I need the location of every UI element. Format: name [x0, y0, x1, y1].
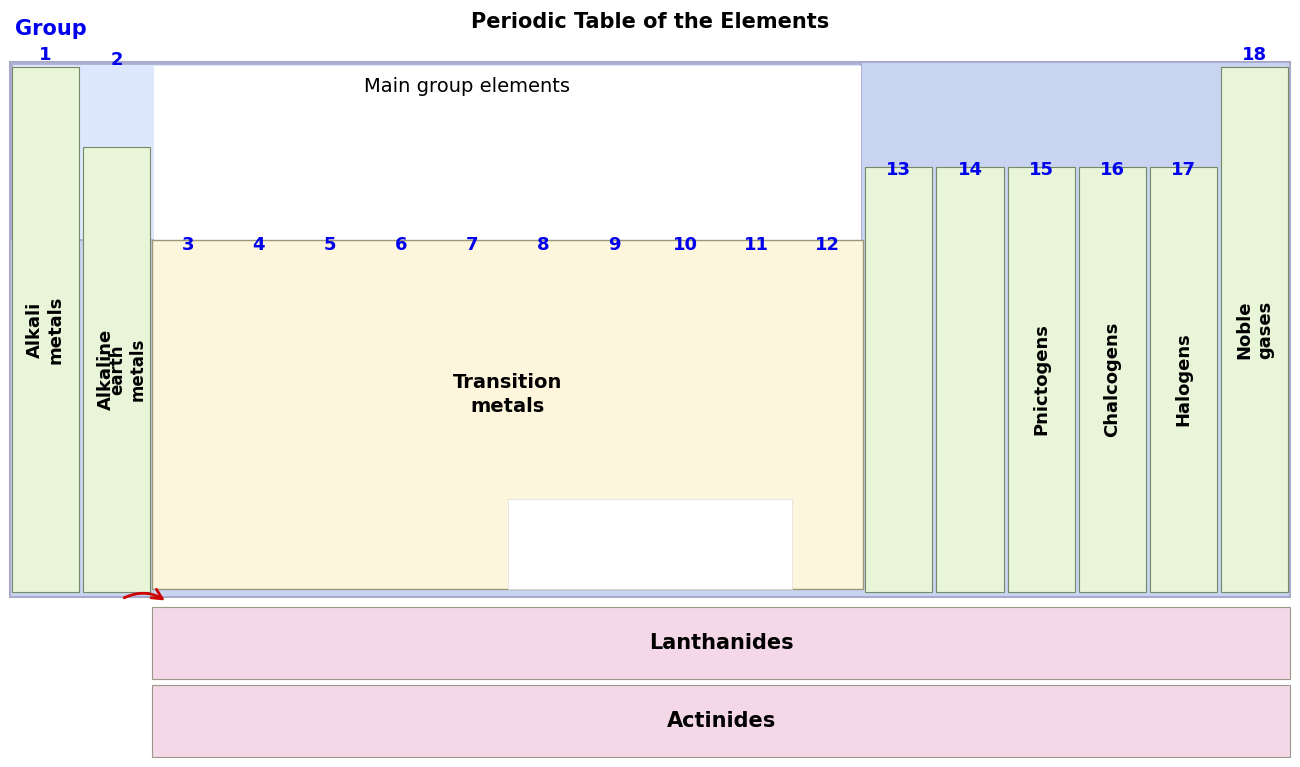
Bar — [1079, 167, 1145, 592]
Bar — [12, 64, 862, 240]
Bar — [12, 67, 79, 592]
Text: 7: 7 — [465, 236, 478, 254]
Text: Periodic Table of the Elements: Periodic Table of the Elements — [471, 12, 829, 32]
Text: 13: 13 — [887, 161, 911, 179]
Text: Lanthanides: Lanthanides — [649, 633, 793, 653]
Text: 6: 6 — [395, 236, 407, 254]
Bar — [1008, 167, 1075, 592]
Text: Noble
gases: Noble gases — [1235, 300, 1274, 359]
Text: Main group elements: Main group elements — [364, 77, 569, 96]
Bar — [1149, 167, 1217, 592]
Text: 11: 11 — [744, 236, 770, 254]
Text: earth
metals: earth metals — [108, 337, 147, 401]
Text: 14: 14 — [958, 161, 983, 179]
Bar — [936, 167, 1004, 592]
Text: Pnictogens: Pnictogens — [1032, 324, 1050, 436]
Bar — [152, 240, 863, 589]
Text: 2: 2 — [111, 51, 124, 69]
Text: 3: 3 — [182, 236, 194, 254]
Text: Alkali
metals: Alkali metals — [26, 295, 65, 364]
Text: 4: 4 — [252, 236, 265, 254]
Text: Chalcogens: Chalcogens — [1104, 322, 1121, 437]
Text: Transition
metals: Transition metals — [454, 373, 563, 416]
Bar — [83, 147, 151, 592]
Text: 5: 5 — [324, 236, 337, 254]
Bar — [152, 607, 1290, 679]
Text: Actinides: Actinides — [667, 711, 776, 731]
Text: 17: 17 — [1171, 161, 1196, 179]
Text: Halogens: Halogens — [1174, 333, 1192, 426]
Bar — [866, 167, 932, 592]
Bar — [155, 66, 862, 240]
Text: 10: 10 — [673, 236, 698, 254]
Text: Alkaline: Alkaline — [98, 329, 114, 410]
Text: 15: 15 — [1028, 161, 1053, 179]
Text: 8: 8 — [537, 236, 550, 254]
Text: Group: Group — [16, 19, 87, 39]
Bar — [10, 62, 1290, 597]
Text: 9: 9 — [608, 236, 620, 254]
Bar — [1221, 67, 1288, 592]
Text: 18: 18 — [1242, 46, 1268, 64]
Bar — [508, 499, 792, 589]
Bar — [152, 685, 1290, 757]
Text: 16: 16 — [1100, 161, 1124, 179]
FancyArrowPatch shape — [125, 589, 162, 599]
Text: 12: 12 — [815, 236, 840, 254]
Text: 1: 1 — [39, 46, 52, 64]
